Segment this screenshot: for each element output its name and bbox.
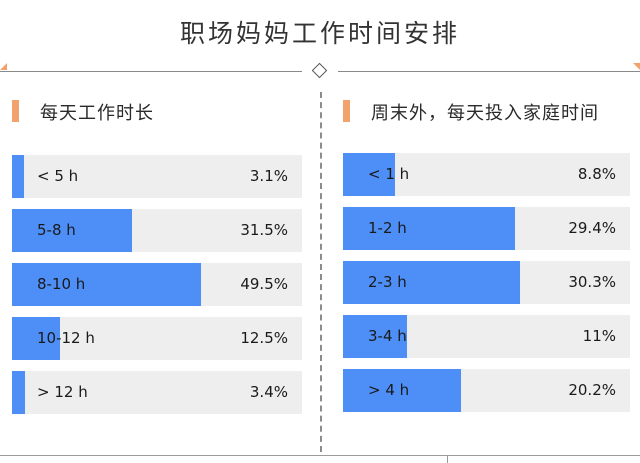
bar: [343, 261, 521, 304]
bar-row: < 5 h 3.1%: [12, 155, 302, 198]
bar-row: 5-8 h 31.5%: [12, 209, 302, 252]
category-label: 8-10 h: [37, 275, 86, 293]
header-divider-right: [338, 71, 640, 72]
diamond-icon: [311, 62, 328, 79]
value-label: 49.5%: [240, 275, 288, 293]
page-title: 职场妈妈工作时间安排: [179, 19, 460, 48]
bar: [343, 207, 516, 250]
bar-row: > 12 h 3.4%: [12, 371, 302, 414]
category-label: 1-2 h: [368, 219, 407, 237]
bar: [12, 317, 60, 360]
footer-divider: [0, 455, 640, 456]
bar-row: 10-12 h 12.5%: [12, 317, 302, 360]
value-label: 11%: [582, 327, 616, 345]
section-marker: [12, 100, 19, 122]
bar-row: > 4 h 20.2%: [343, 369, 630, 412]
value-label: 3.1%: [249, 167, 288, 185]
category-label: < 5 h: [37, 167, 79, 185]
category-label: < 1 h: [368, 165, 410, 183]
chart-title: 每天工作时长: [40, 103, 154, 124]
value-label: 12.5%: [240, 329, 288, 347]
corner-accent-right: [633, 63, 640, 70]
category-label: > 4 h: [368, 381, 410, 399]
bar-row: 3-4 h 11%: [343, 315, 630, 358]
chart-title: 周末外，每天投入家庭时间: [371, 103, 599, 124]
bar: [12, 155, 24, 198]
bar: [343, 369, 462, 412]
value-label: 3.4%: [249, 383, 288, 401]
footer-divider-tick: [447, 455, 448, 463]
bar: [343, 153, 395, 196]
bar: [12, 371, 25, 414]
value-label: 30.3%: [568, 273, 616, 291]
bar-row: 8-10 h 49.5%: [12, 263, 302, 306]
value-label: 8.8%: [577, 165, 616, 183]
column-divider: [320, 92, 322, 452]
corner-accent-left: [0, 63, 7, 70]
category-label: 3-4 h: [368, 327, 407, 345]
value-label: 31.5%: [240, 221, 288, 239]
bar-row: < 1 h 8.8%: [343, 153, 630, 196]
category-label: > 12 h: [37, 383, 88, 401]
section-marker: [343, 100, 350, 122]
category-label: 5-8 h: [37, 221, 76, 239]
category-label: 2-3 h: [368, 273, 407, 291]
bar-row: 1-2 h 29.4%: [343, 207, 630, 250]
value-label: 29.4%: [568, 219, 616, 237]
bar: [12, 263, 201, 306]
bar-row: 2-3 h 30.3%: [343, 261, 630, 304]
bar: [343, 315, 408, 358]
category-label: 10-12 h: [37, 329, 95, 347]
value-label: 20.2%: [568, 381, 616, 399]
header-divider-left: [0, 71, 302, 72]
bar: [12, 209, 133, 252]
